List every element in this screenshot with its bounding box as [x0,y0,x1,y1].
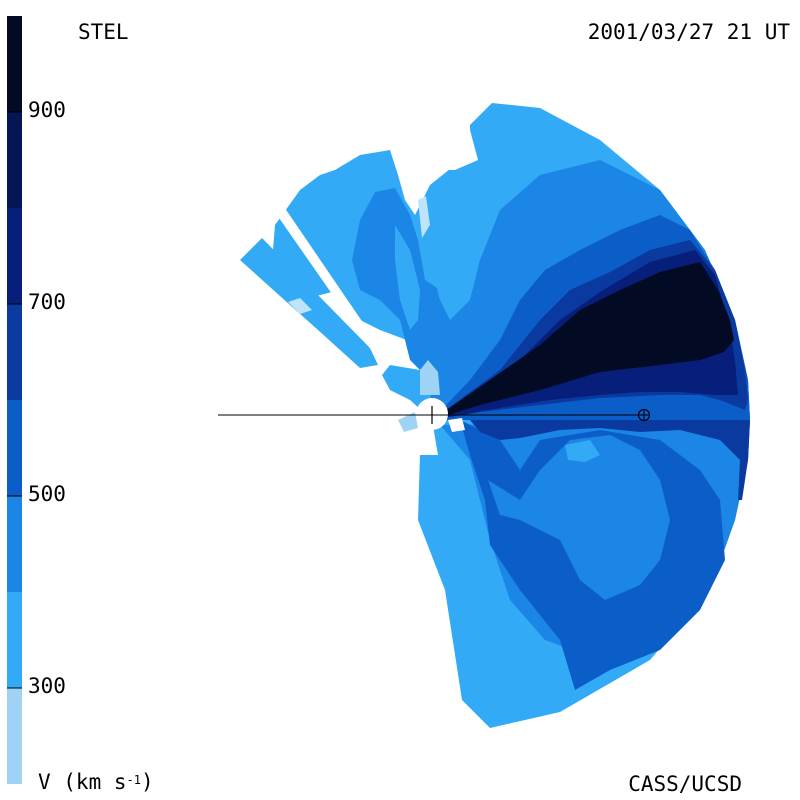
sun-white-patch [448,418,465,432]
north-strip-2 [288,298,312,314]
north-sky-patch-2 [432,270,470,320]
fast-wind-stream [432,262,734,420]
north-sky-patch [395,225,420,330]
colorbar-band [7,496,22,592]
earth-icon [637,408,651,422]
colorbar-band [7,208,22,304]
colorbar [7,16,22,784]
unit-label: V (km s-1) [38,770,154,794]
colorbar-tick-label: 500 [28,482,66,506]
colorbar-tick-label: 700 [28,290,66,314]
colorbar-band [7,592,22,688]
timestamp: 2001/03/27 21 UT [587,20,790,44]
colorbar-band [7,688,22,784]
velocity-sector [240,103,750,728]
sun-light-patch-2 [398,412,418,432]
credit-label: CASS/UCSD [628,772,742,796]
colorbar-band [7,112,22,208]
colorbar-band [7,304,22,400]
south-navy-rim [470,420,750,500]
north-strip-1 [240,238,378,368]
colorbar-band [7,400,22,496]
colorbar-tick-label: 900 [28,98,66,122]
north-light-fleck [418,196,430,238]
colorbar-band [7,16,22,112]
south-medium-patch [488,435,670,600]
sun-light-patch [420,360,440,395]
app-label: STEL [78,20,129,44]
south-sky-patch [565,440,600,462]
colorbar-tick-label: 300 [28,674,66,698]
white-gap-1 [270,198,385,360]
white-gap-2 [440,130,478,170]
